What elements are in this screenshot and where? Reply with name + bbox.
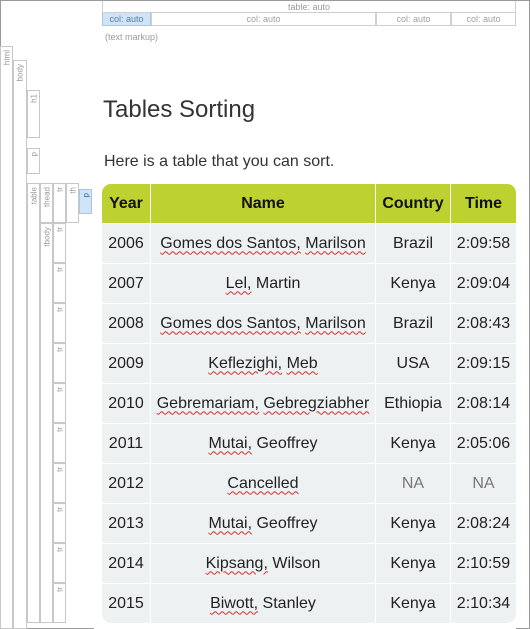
tag-thead-tr[interactable]: tr xyxy=(53,183,66,223)
cell-country: Brazil xyxy=(376,303,451,343)
cell-country: Kenya xyxy=(376,423,451,463)
tag-tr[interactable]: tr xyxy=(53,583,66,623)
tag-tr[interactable]: tr xyxy=(53,423,66,463)
cell-year: 2007 xyxy=(102,263,151,303)
cell-name: Keflezighi, Meb xyxy=(151,343,376,383)
table-row: 2011 Mutai, Geoffrey Kenya 2:05:06 xyxy=(102,423,516,463)
table-row: 2008 Gomes dos Santos, Marilson Brazil 2… xyxy=(102,303,516,343)
sort-header-name[interactable]: Name xyxy=(151,184,376,223)
cell-year: 2014 xyxy=(102,543,151,583)
cell-country: Brazil xyxy=(376,223,451,263)
cell-year: 2010 xyxy=(102,383,151,423)
page-title: Tables Sorting xyxy=(103,96,256,123)
cell-time: 2:05:06 xyxy=(451,423,516,463)
cell-name: Gomes dos Santos, Marilson xyxy=(151,303,376,343)
text-markup-note: (text markup) xyxy=(105,32,159,42)
tag-tr[interactable]: tr xyxy=(53,303,66,343)
ruler-col-year[interactable]: col: auto xyxy=(102,13,151,26)
cell-time: NA xyxy=(451,463,516,503)
ruler-col-time[interactable]: col: auto xyxy=(451,13,516,26)
tag-tr[interactable]: tr xyxy=(53,223,66,263)
table-row: 2009 Keflezighi, Meb USA 2:09:15 xyxy=(102,343,516,383)
tag-tr[interactable]: tr xyxy=(53,543,66,583)
cell-time: 2:10:59 xyxy=(451,543,516,583)
cell-country: USA xyxy=(376,343,451,383)
cell-name: Cancelled xyxy=(151,463,376,503)
table-row: 2015 Biwott, Stanley Kenya 2:10:34 xyxy=(102,583,516,623)
header-row: Year Name Country Time xyxy=(102,184,516,223)
tag-tr[interactable]: tr xyxy=(53,263,66,303)
cell-name: Mutai, Geoffrey xyxy=(151,503,376,543)
cell-country: Ethiopia xyxy=(376,383,451,423)
cell-year: 2012 xyxy=(102,463,151,503)
cell-time: 2:08:24 xyxy=(451,503,516,543)
sort-header-country[interactable]: Country xyxy=(376,184,451,223)
tag-html[interactable]: html xyxy=(0,46,13,629)
sortable-table: Year Name Country Time 2006 Gomes dos Sa… xyxy=(102,184,516,623)
table-row: 2006 Gomes dos Santos, Marilson Brazil 2… xyxy=(102,223,516,263)
cell-name: Mutai, Geoffrey xyxy=(151,423,376,463)
cell-year: 2011 xyxy=(102,423,151,463)
tag-tbody[interactable]: tbody xyxy=(40,223,53,623)
table-row: 2014 Kipsang, Wilson Kenya 2:10:59 xyxy=(102,543,516,583)
ruler-col-country[interactable]: col: auto xyxy=(376,13,451,26)
sort-header-year[interactable]: Year xyxy=(102,184,151,223)
tag-thead[interactable]: thead xyxy=(40,183,53,223)
cell-time: 2:08:14 xyxy=(451,383,516,423)
cell-country: Kenya xyxy=(376,543,451,583)
cell-name: Kipsang, Wilson xyxy=(151,543,376,583)
tag-tr[interactable]: tr xyxy=(53,503,66,543)
cell-name: Lel, Martin xyxy=(151,263,376,303)
cell-name: Biwott, Stanley xyxy=(151,583,376,623)
cell-name: Gomes dos Santos, Marilson xyxy=(151,223,376,263)
intro-text: Here is a table that you can sort. xyxy=(104,153,335,170)
cell-time: 2:09:15 xyxy=(451,343,516,383)
cell-country: NA xyxy=(376,463,451,503)
tag-tr[interactable]: tr xyxy=(53,463,66,503)
ruler-table-label: table: auto xyxy=(102,1,516,13)
table-row: 2013 Mutai, Geoffrey Kenya 2:08:24 xyxy=(102,503,516,543)
cell-name: Gebremariam, Gebregziabher xyxy=(151,383,376,423)
ruler-col-name[interactable]: col: auto xyxy=(151,13,376,26)
tag-p[interactable]: p xyxy=(27,148,40,174)
tag-th-p[interactable]: p xyxy=(79,189,92,214)
cell-time: 2:09:58 xyxy=(451,223,516,263)
cell-year: 2009 xyxy=(102,343,151,383)
tag-h1[interactable]: h1 xyxy=(27,90,40,138)
ruler-columns: col: auto col: auto col: auto col: auto xyxy=(102,13,516,26)
tag-body[interactable]: body xyxy=(13,60,27,629)
cell-year: 2008 xyxy=(102,303,151,343)
tag-table[interactable]: table xyxy=(27,183,40,623)
table-row: 2012 Cancelled NA NA xyxy=(102,463,516,503)
cell-year: 2013 xyxy=(102,503,151,543)
cell-year: 2015 xyxy=(102,583,151,623)
cell-country: Kenya xyxy=(376,583,451,623)
cell-year: 2006 xyxy=(102,223,151,263)
table-row: 2007 Lel, Martin Kenya 2:09:04 xyxy=(102,263,516,303)
cell-country: Kenya xyxy=(376,263,451,303)
cell-country: Kenya xyxy=(376,503,451,543)
tag-tr[interactable]: tr xyxy=(53,383,66,423)
column-ruler: table: auto col: auto col: auto col: aut… xyxy=(102,0,516,27)
cell-time: 2:08:43 xyxy=(451,303,516,343)
sort-header-time[interactable]: Time xyxy=(451,184,516,223)
cell-time: 2:09:04 xyxy=(451,263,516,303)
table-row: 2010 Gebremariam, Gebregziabher Ethiopia… xyxy=(102,383,516,423)
tag-th[interactable]: th xyxy=(66,183,79,223)
cell-time: 2:10:34 xyxy=(451,583,516,623)
tag-tr[interactable]: tr xyxy=(53,343,66,383)
